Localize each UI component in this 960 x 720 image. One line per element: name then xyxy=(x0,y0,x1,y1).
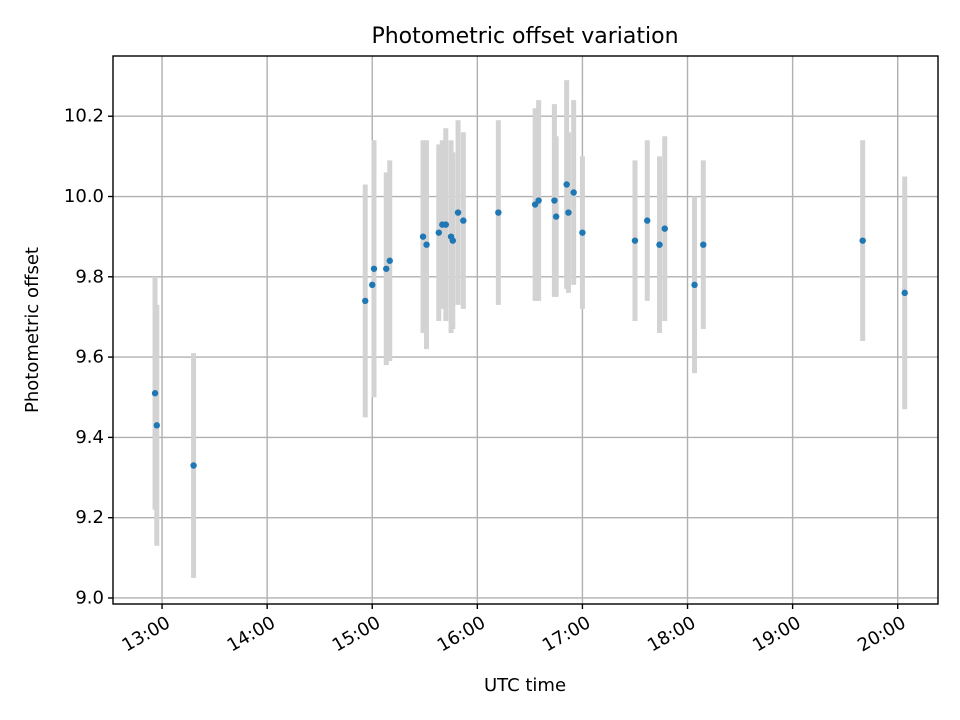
data-point xyxy=(369,281,376,289)
data-point xyxy=(362,297,369,305)
y-tick-label: 9.8 xyxy=(75,266,104,287)
x-axis-label: UTC time xyxy=(484,675,566,696)
data-point xyxy=(383,265,390,272)
data-point xyxy=(153,422,160,429)
data-point xyxy=(700,241,707,248)
data-point xyxy=(859,237,866,244)
y-tick-label: 9.2 xyxy=(75,507,104,528)
data-point xyxy=(656,241,663,248)
y-tick-label: 9.6 xyxy=(75,347,104,368)
data-point xyxy=(565,209,572,216)
data-point xyxy=(661,225,668,232)
data-point xyxy=(460,217,467,224)
y-tick-label: 9.4 xyxy=(75,427,104,448)
data-point xyxy=(644,217,651,224)
data-points xyxy=(151,181,908,469)
grid xyxy=(113,56,938,604)
data-point xyxy=(579,229,586,236)
data-point xyxy=(535,197,542,204)
data-point xyxy=(691,281,698,289)
data-point xyxy=(442,221,450,228)
plot-frame xyxy=(112,55,939,605)
data-point xyxy=(552,213,560,220)
chart-title: Photometric offset variation xyxy=(371,24,678,49)
data-point xyxy=(449,237,457,244)
data-point xyxy=(435,229,442,236)
data-point xyxy=(151,390,159,397)
data-point xyxy=(570,189,577,196)
data-point xyxy=(631,237,639,244)
y-tick-label: 10.2 xyxy=(64,106,104,127)
data-point xyxy=(370,265,378,272)
data-point xyxy=(190,462,197,469)
data-point xyxy=(419,233,427,240)
y-axis-label: Photometric offset xyxy=(22,247,43,413)
data-point xyxy=(423,241,430,248)
data-point xyxy=(495,209,502,216)
y-tick-label: 10.0 xyxy=(64,186,104,207)
data-point xyxy=(454,209,462,216)
y-tick-label: 9.0 xyxy=(75,587,104,608)
data-point xyxy=(551,197,558,204)
data-point xyxy=(901,289,908,297)
data-point xyxy=(563,181,570,188)
data-point xyxy=(386,257,393,264)
